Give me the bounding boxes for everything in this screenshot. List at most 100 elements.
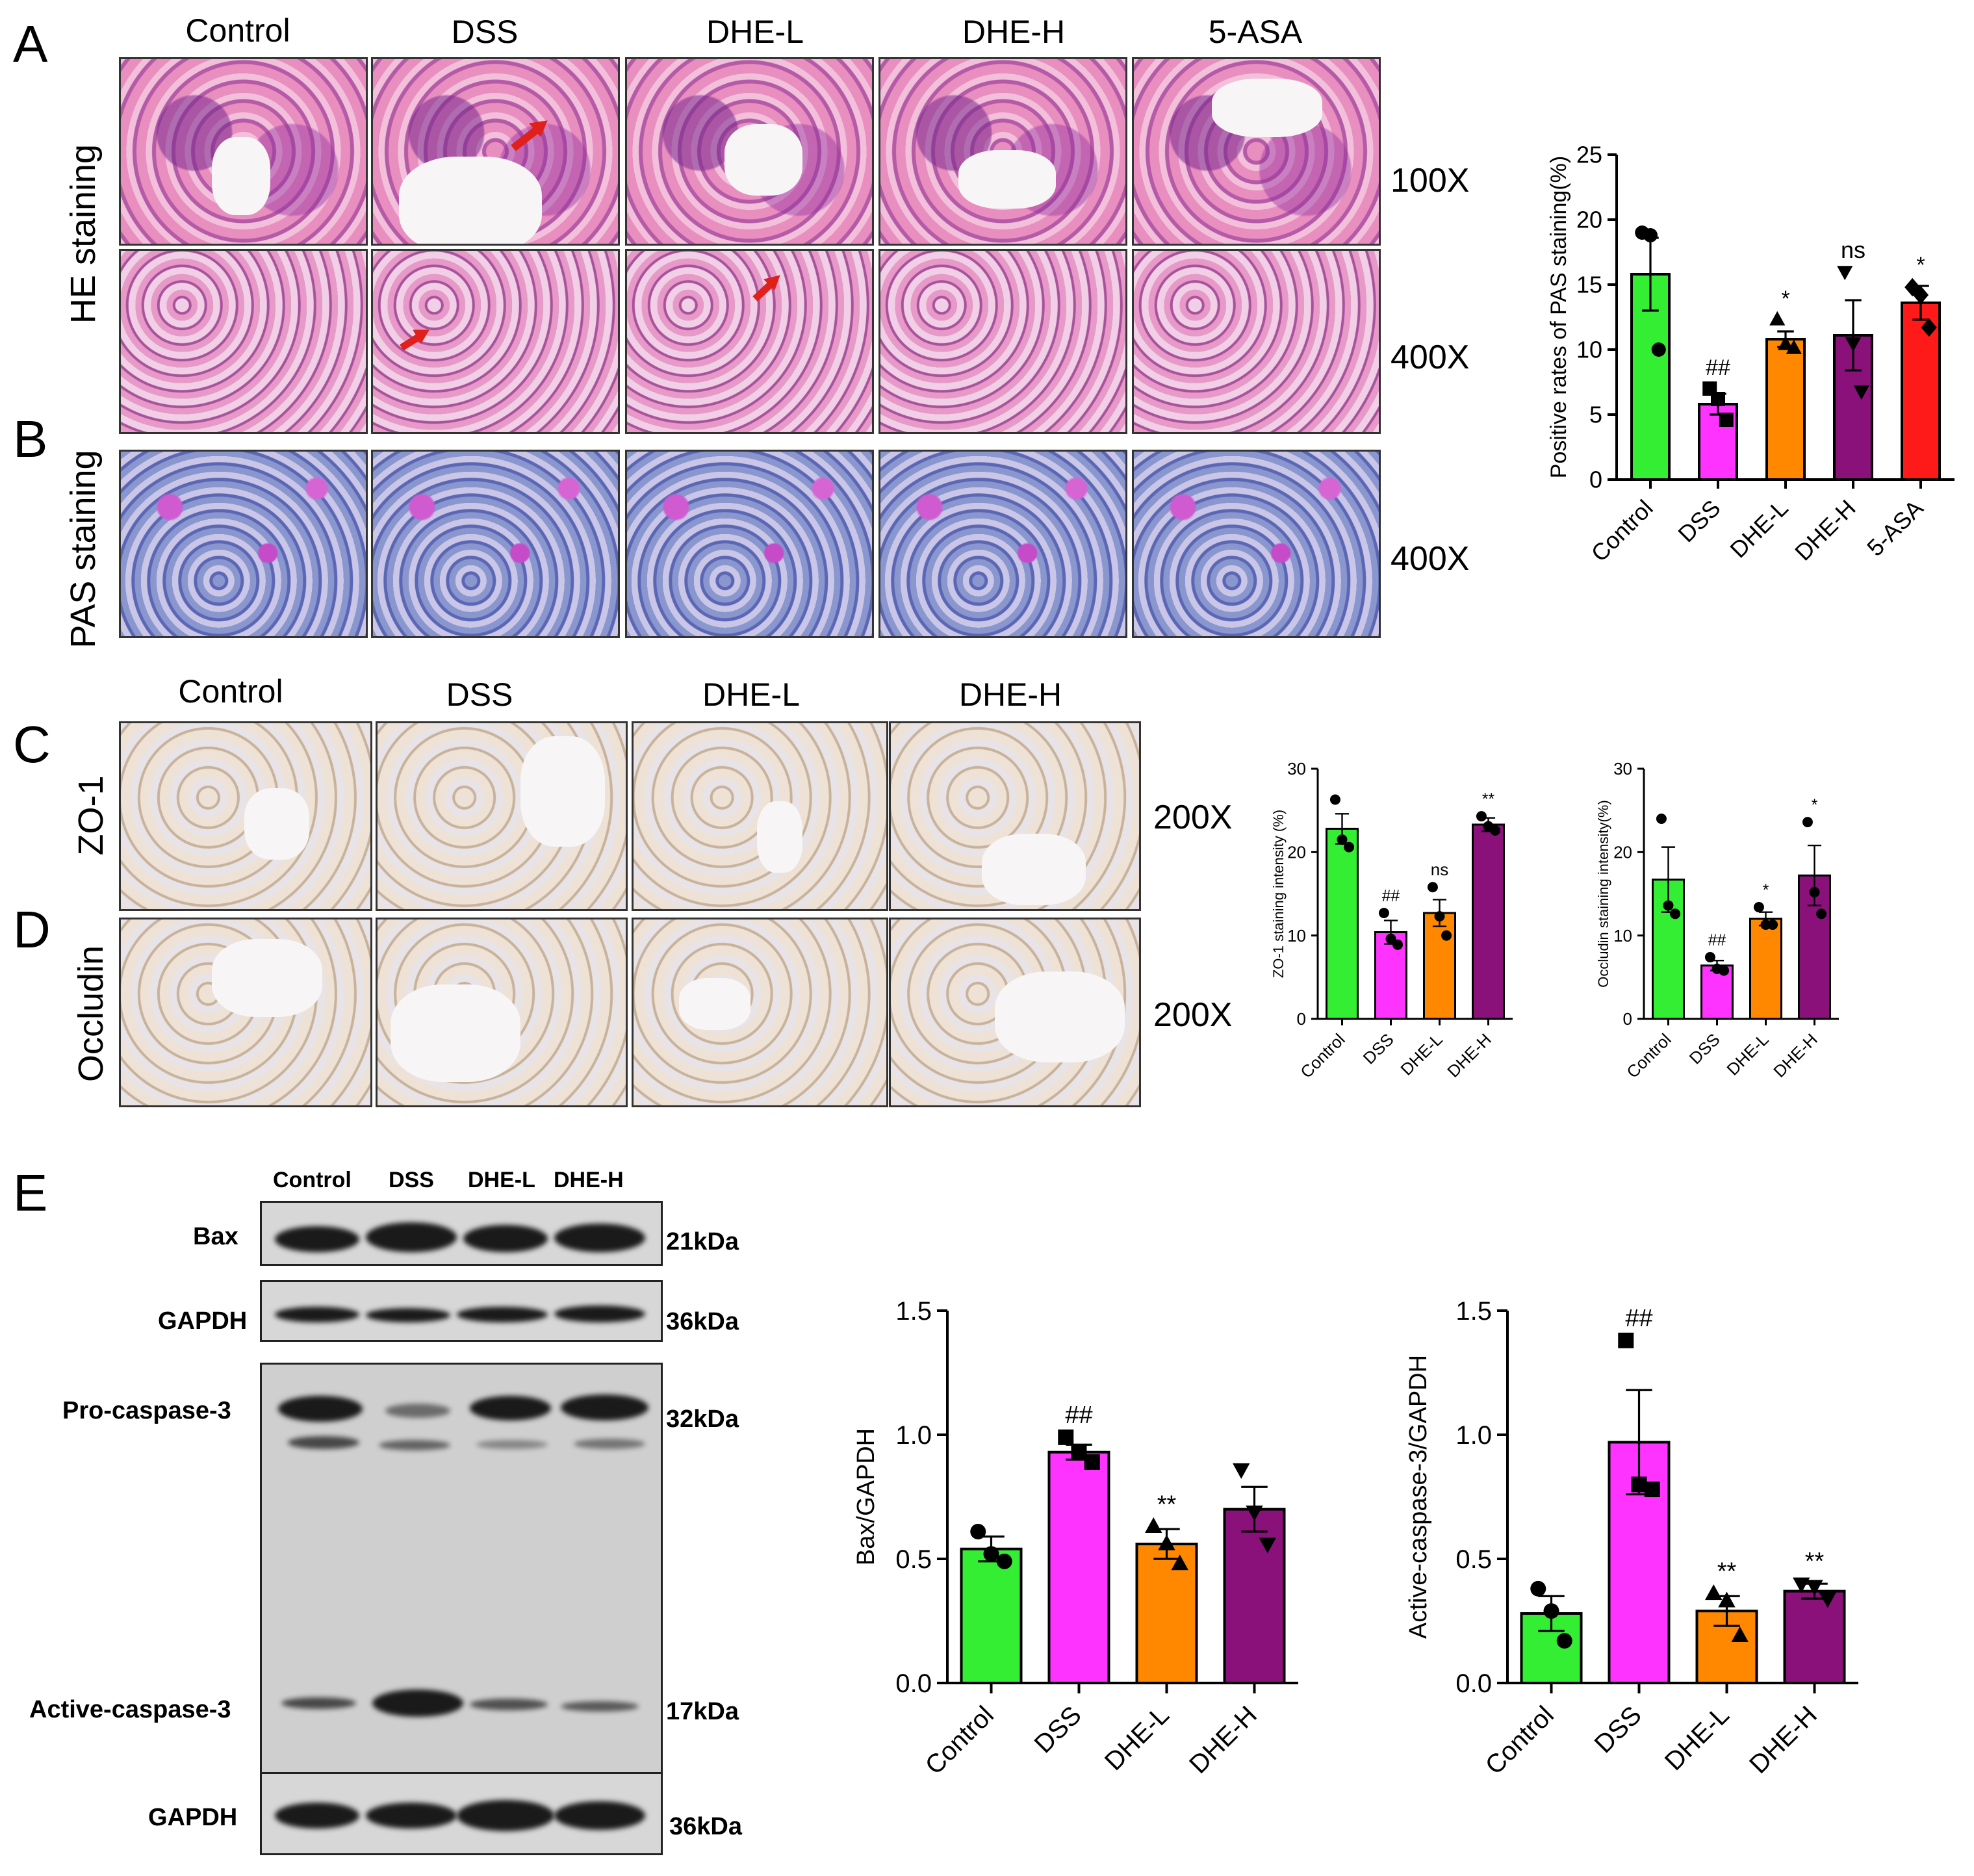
blot-label-pro-caspase-3: Pro-caspase-3: [62, 1397, 231, 1424]
x-tick-label-pas-DSS: DSS: [1673, 495, 1725, 547]
data-point-bax-DSS: [1084, 1454, 1100, 1471]
he-100x-dhe-h-image: [878, 57, 1127, 246]
data-point-pas-DHE-H: [1853, 385, 1869, 400]
y-tick-label-bax: 0.0: [895, 1669, 932, 1698]
y-tick-label-bax: 1.5: [895, 1297, 932, 1326]
data-point-zo1-DHE-H: [1490, 825, 1501, 836]
occludin-dhe-h-image: [889, 918, 1141, 1107]
y-tick-label-occludin: 30: [1613, 759, 1632, 778]
data-point-zo1-DSS: [1378, 908, 1389, 919]
chart-bax: 0.0 0.5 1.0 1.5 Bax/GAPDH Control DSS ## DHE-L **…: [852, 1297, 1298, 1780]
y-tick-label-occludin: 20: [1613, 842, 1632, 862]
blot-label-bax: Bax: [193, 1223, 238, 1250]
y-axis-label-occludin: Occludin staining intensity(%): [1595, 800, 1611, 988]
bar-bax-Control: [960, 1547, 1023, 1684]
occludin-dss-image: [376, 918, 628, 1107]
x-tick-label-zo1-DHE-L: DHE-L: [1396, 1029, 1446, 1079]
data-point-caspase-DSS: [1618, 1332, 1634, 1348]
data-point-occludin-Control: [1670, 908, 1681, 919]
data-point-occludin-DHE-H: [1802, 817, 1813, 828]
x-tick-label-caspase-DHE-H: DHE-H: [1744, 1701, 1823, 1779]
data-point-caspase-DHE-H: [1819, 1592, 1836, 1608]
data-point-occludin-DHE-L: [1753, 902, 1764, 913]
occludin-dhe-l-image: [632, 918, 888, 1107]
x-tick-label-occludin-DSS: DSS: [1686, 1029, 1724, 1068]
data-point-zo1-DHE-L: [1441, 930, 1452, 941]
col2-header-control: Control: [178, 673, 283, 710]
data-point-zo1-Control: [1344, 842, 1355, 853]
data-point-bax-DHE-L: [1171, 1554, 1188, 1571]
magnification-200x-zo1: 200X: [1153, 799, 1233, 836]
blot-lane-dss: DSS: [389, 1168, 434, 1192]
he-400x-5-asa-image: [1132, 249, 1381, 434]
significance-label-pas-5-ASA: *: [1916, 253, 1925, 277]
he-100x-control-image: [119, 57, 368, 246]
bar-pas-DHE-L: [1765, 338, 1806, 481]
bar-bax-DHE-L: [1135, 1543, 1198, 1685]
data-point-pas-DHE-L: [1769, 311, 1786, 326]
bar-caspase-DHE-H: [1783, 1589, 1846, 1684]
x-tick-label-pas-DHE-L: DHE-L: [1724, 495, 1793, 563]
bar-pas-5-ASA: [1901, 302, 1941, 481]
pas-dhe-h-image: [878, 450, 1127, 638]
y-tick-label-bax: 1.0: [895, 1421, 932, 1450]
data-point-zo1-Control: [1329, 794, 1340, 805]
zo1-dhe-l-image: [632, 721, 888, 911]
y-tick-label-pas: 20: [1576, 207, 1602, 233]
red-arrow-head-dss-400x: [413, 329, 429, 344]
y-tick-label-zo1: 20: [1287, 842, 1306, 862]
data-point-pas-5-ASA: [1912, 285, 1929, 305]
y-tick-label-zo1: 0: [1297, 1009, 1306, 1029]
x-tick-label-occludin-DHE-L: DHE-L: [1723, 1029, 1772, 1079]
x-tick-label-bax-DSS: DSS: [1029, 1701, 1087, 1758]
data-point-zo1-DHE-L: [1427, 882, 1438, 893]
significance-label-occludin-DHE-H: *: [1812, 797, 1818, 814]
zo1-dss-image: [376, 721, 628, 911]
data-point-bax-DHE-H: [1259, 1537, 1276, 1554]
he-100x-5-asa-image: [1132, 57, 1381, 246]
y-axis-label-pas: Positive rates of PAS staining(%): [1546, 156, 1571, 478]
blot-kda-gapdh-1: 36kDa: [666, 1308, 739, 1335]
blot-lane-dhe-l: DHE-L: [468, 1168, 535, 1192]
data-point-bax-DHE-H: [1246, 1505, 1263, 1521]
chart-caspase: 0.0 0.5 1.0 1.5 Active-caspase-3/GAPDH Contro…: [1405, 1297, 1858, 1780]
blot-kda-active-caspase-3: 17kDa: [666, 1698, 739, 1725]
data-point-bax-DSS: [1058, 1429, 1074, 1445]
data-point-pas-DSS: [1711, 392, 1725, 406]
y-tick-label-bax: 0.5: [895, 1545, 932, 1574]
data-point-caspase-DHE-L: [1705, 1584, 1723, 1600]
x-tick-label-caspase-DHE-L: DHE-L: [1660, 1701, 1735, 1776]
bar-zo1-DHE-H: [1472, 823, 1505, 1020]
significance-label-pas-DHE-H: ns: [1841, 237, 1865, 263]
data-point-caspase-DHE-L: [1731, 1626, 1749, 1643]
blot-kda-gapdh-2: 36kDa: [669, 1813, 742, 1840]
blot-lane-dhe-h: DHE-H: [554, 1168, 624, 1192]
zo1-dhe-h-image: [889, 721, 1141, 911]
x-tick-label-bax-DHE-L: DHE-L: [1099, 1701, 1175, 1776]
data-point-occludin-DHE-L: [1767, 919, 1778, 930]
data-point-occludin-DSS: [1704, 952, 1715, 963]
occludin-control-image: [119, 918, 372, 1107]
data-point-occludin-DHE-H: [1809, 886, 1820, 897]
data-point-pas-DHE-H: [1845, 337, 1862, 352]
blot-lane-control: Control: [273, 1168, 352, 1192]
data-point-caspase-Control: [1556, 1633, 1572, 1649]
data-point-caspase-DHE-L: [1718, 1591, 1736, 1608]
bar-zo1-DHE-L: [1423, 912, 1456, 1020]
he-100x-dhe-l-image: [625, 57, 874, 246]
data-point-zo1-DHE-H: [1476, 811, 1487, 822]
data-point-caspase-Control: [1543, 1603, 1559, 1619]
data-point-bax-DHE-L: [1158, 1534, 1175, 1550]
blot-gapdh-1-membrane: [260, 1280, 663, 1342]
pas-dhe-l-image: [625, 450, 874, 638]
significance-label-pas-DSS: ##: [1706, 355, 1730, 380]
x-tick-label-bax-DHE-H: DHE-H: [1184, 1701, 1263, 1779]
significance-label-pas-DHE-L: *: [1781, 287, 1789, 311]
data-point-zo1-DSS: [1385, 933, 1396, 944]
blot-label-gapdh-1: GAPDH: [158, 1307, 248, 1335]
col-header-dhe-h: DHE-H: [962, 14, 1066, 50]
data-point-zo1-DSS: [1392, 939, 1404, 950]
he-400x-dhe-h-image: [878, 249, 1127, 434]
col-header-dss: DSS: [451, 14, 519, 50]
